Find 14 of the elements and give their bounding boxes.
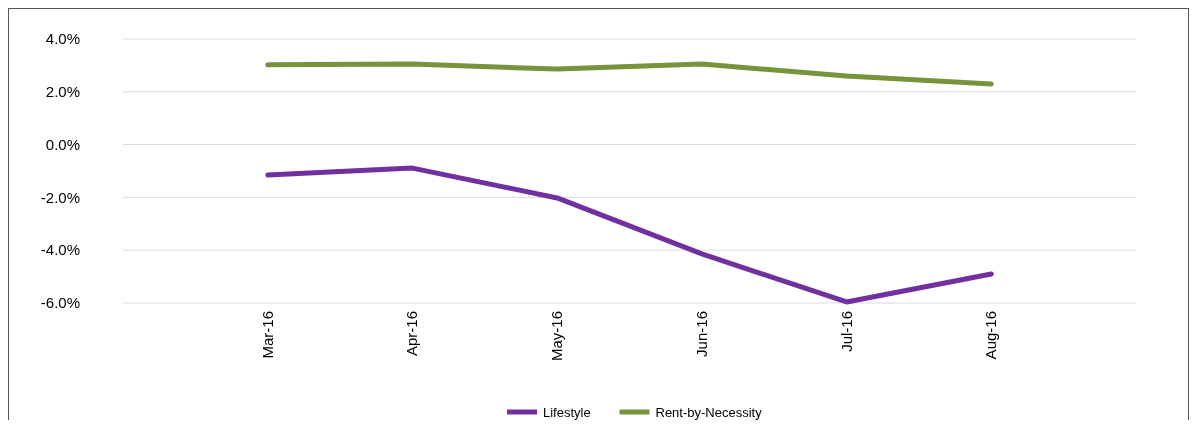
- y-tick-label: -6.0%: [40, 294, 80, 312]
- legend-label: Rent-by-Necessity: [655, 404, 763, 420]
- x-tick-label: Apr-16: [403, 311, 421, 357]
- legend-label: Lifestyle: [543, 404, 591, 420]
- y-tick-label: -4.0%: [40, 241, 80, 259]
- y-tick-label: 2.0%: [45, 83, 80, 101]
- x-tick-label: Aug-16: [982, 311, 1000, 360]
- y-tick-label: -2.0%: [40, 188, 80, 206]
- y-tick-label: 4.0%: [45, 30, 80, 48]
- x-tick-label: May-16: [548, 311, 566, 362]
- x-tick-label: Mar-16: [258, 311, 276, 359]
- x-tick-label: Jul-16: [837, 311, 855, 352]
- y-tick-label: 0.0%: [45, 135, 80, 153]
- x-tick-label: Jun-16: [692, 311, 710, 357]
